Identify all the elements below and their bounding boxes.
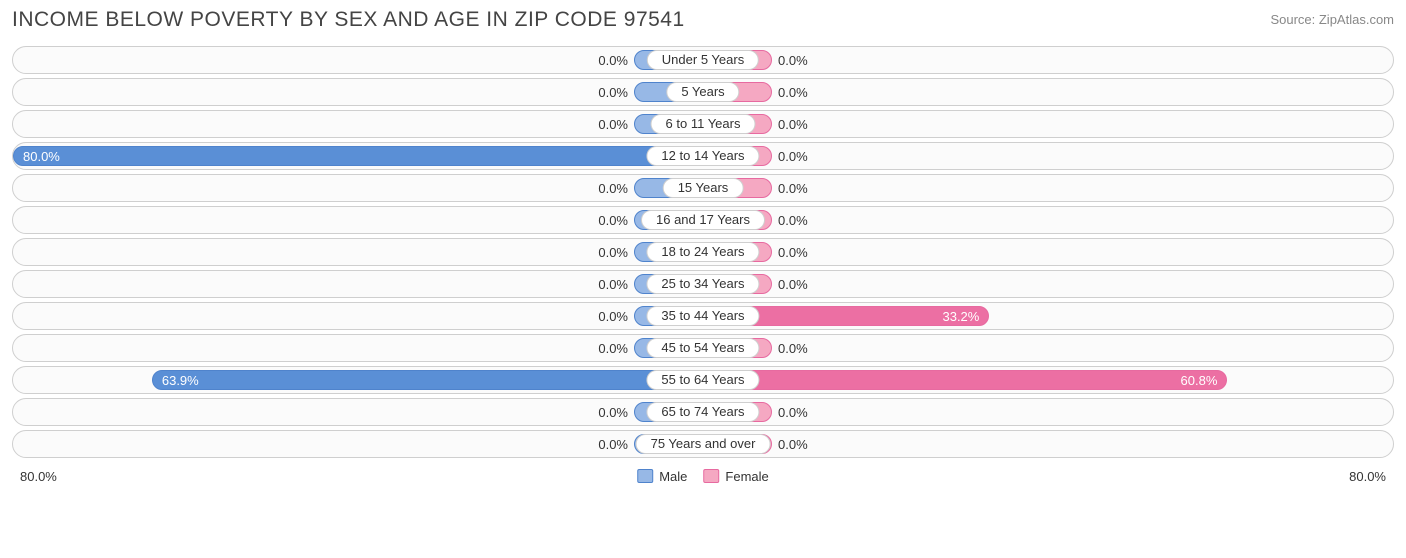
chart-row: 0.0% 0.0% 5 Years — [12, 78, 1394, 106]
chart-footer: 80.0% Male Female 80.0% — [12, 464, 1394, 488]
chart-source: Source: ZipAtlas.com — [1270, 8, 1394, 27]
legend-female-label: Female — [725, 469, 768, 484]
male-value-label: 0.0% — [598, 79, 634, 107]
category-label: 75 Years and over — [636, 434, 771, 454]
chart-row: 0.0% 0.0% 25 to 34 Years — [12, 270, 1394, 298]
chart-row: 0.0% 0.0%75 Years and over — [12, 430, 1394, 458]
female-value-label: 0.0% — [772, 79, 808, 107]
chart-row: 0.0% 0.0% 45 to 54 Years — [12, 334, 1394, 362]
male-value-label: 63.9% — [152, 367, 199, 395]
category-label: 5 Years — [666, 82, 739, 102]
female-bar — [703, 370, 1227, 390]
female-value-label: 0.0% — [772, 239, 808, 267]
category-label: 15 Years — [663, 178, 744, 198]
chart-row: 0.0% 0.0% 18 to 24 Years — [12, 238, 1394, 266]
male-value-label: 0.0% — [598, 399, 634, 427]
male-value-label: 0.0% — [598, 303, 634, 331]
category-label: 18 to 24 Years — [646, 242, 759, 262]
male-value-label: 0.0% — [598, 111, 634, 139]
chart-row: 0.0% 0.0% Under 5 Years — [12, 46, 1394, 74]
category-label: Under 5 Years — [647, 50, 759, 70]
male-value-label: 0.0% — [598, 239, 634, 267]
chart-container: INCOME BELOW POVERTY BY SEX AND AGE IN Z… — [0, 0, 1406, 494]
category-label: 6 to 11 Years — [651, 114, 756, 134]
category-label: 12 to 14 Years — [646, 146, 759, 166]
male-bar — [13, 146, 703, 166]
female-value-label: 60.8% — [1181, 367, 1228, 395]
chart-row: 63.9% 60.8% 55 to 64 Years — [12, 366, 1394, 394]
male-value-label: 0.0% — [598, 335, 634, 363]
female-value-label: 0.0% — [772, 175, 808, 203]
male-value-label: 0.0% — [598, 207, 634, 235]
female-value-label: 0.0% — [772, 335, 808, 363]
female-value-label: 0.0% — [772, 271, 808, 299]
chart-row: 0.0% 0.0% 15 Years — [12, 174, 1394, 202]
chart-legend: Male Female — [637, 469, 769, 484]
category-label: 55 to 64 Years — [646, 370, 759, 390]
chart-rows: 0.0%0.0%Under 5 Years0.0%0.0%5 Years0.0%… — [12, 46, 1394, 458]
chart-row: 0.0% 0.0% 6 to 11 Years — [12, 110, 1394, 138]
male-value-label: 80.0% — [13, 143, 60, 171]
legend-male: Male — [637, 469, 687, 484]
axis-max-left: 80.0% — [20, 469, 57, 484]
legend-female: Female — [703, 469, 768, 484]
female-value-label: 0.0% — [772, 431, 808, 459]
legend-male-label: Male — [659, 469, 687, 484]
male-value-label: 0.0% — [598, 47, 634, 75]
chart-row: 0.0% 0.0% 65 to 74 Years — [12, 398, 1394, 426]
male-value-label: 0.0% — [598, 175, 634, 203]
chart-row: 80.0% 0.0% 12 to 14 Years — [12, 142, 1394, 170]
category-label: 65 to 74 Years — [646, 402, 759, 422]
chart-row: 0.0% 0.0% 16 and 17 Years — [12, 206, 1394, 234]
chart-header: INCOME BELOW POVERTY BY SEX AND AGE IN Z… — [12, 8, 1394, 32]
male-value-label: 0.0% — [598, 431, 634, 459]
axis-max-right: 80.0% — [1349, 469, 1386, 484]
female-value-label: 0.0% — [772, 143, 808, 171]
female-value-label: 0.0% — [772, 207, 808, 235]
category-label: 35 to 44 Years — [646, 306, 759, 326]
legend-female-swatch — [703, 469, 719, 483]
legend-male-swatch — [637, 469, 653, 483]
male-value-label: 0.0% — [598, 271, 634, 299]
female-value-label: 33.2% — [942, 303, 989, 331]
male-bar — [152, 370, 703, 390]
chart-title: INCOME BELOW POVERTY BY SEX AND AGE IN Z… — [12, 8, 685, 32]
female-value-label: 0.0% — [772, 399, 808, 427]
female-value-label: 0.0% — [772, 47, 808, 75]
category-label: 45 to 54 Years — [646, 338, 759, 358]
chart-row: 0.0% 33.2% 35 to 44 Years — [12, 302, 1394, 330]
category-label: 16 and 17 Years — [641, 210, 765, 230]
category-label: 25 to 34 Years — [646, 274, 759, 294]
female-value-label: 0.0% — [772, 111, 808, 139]
